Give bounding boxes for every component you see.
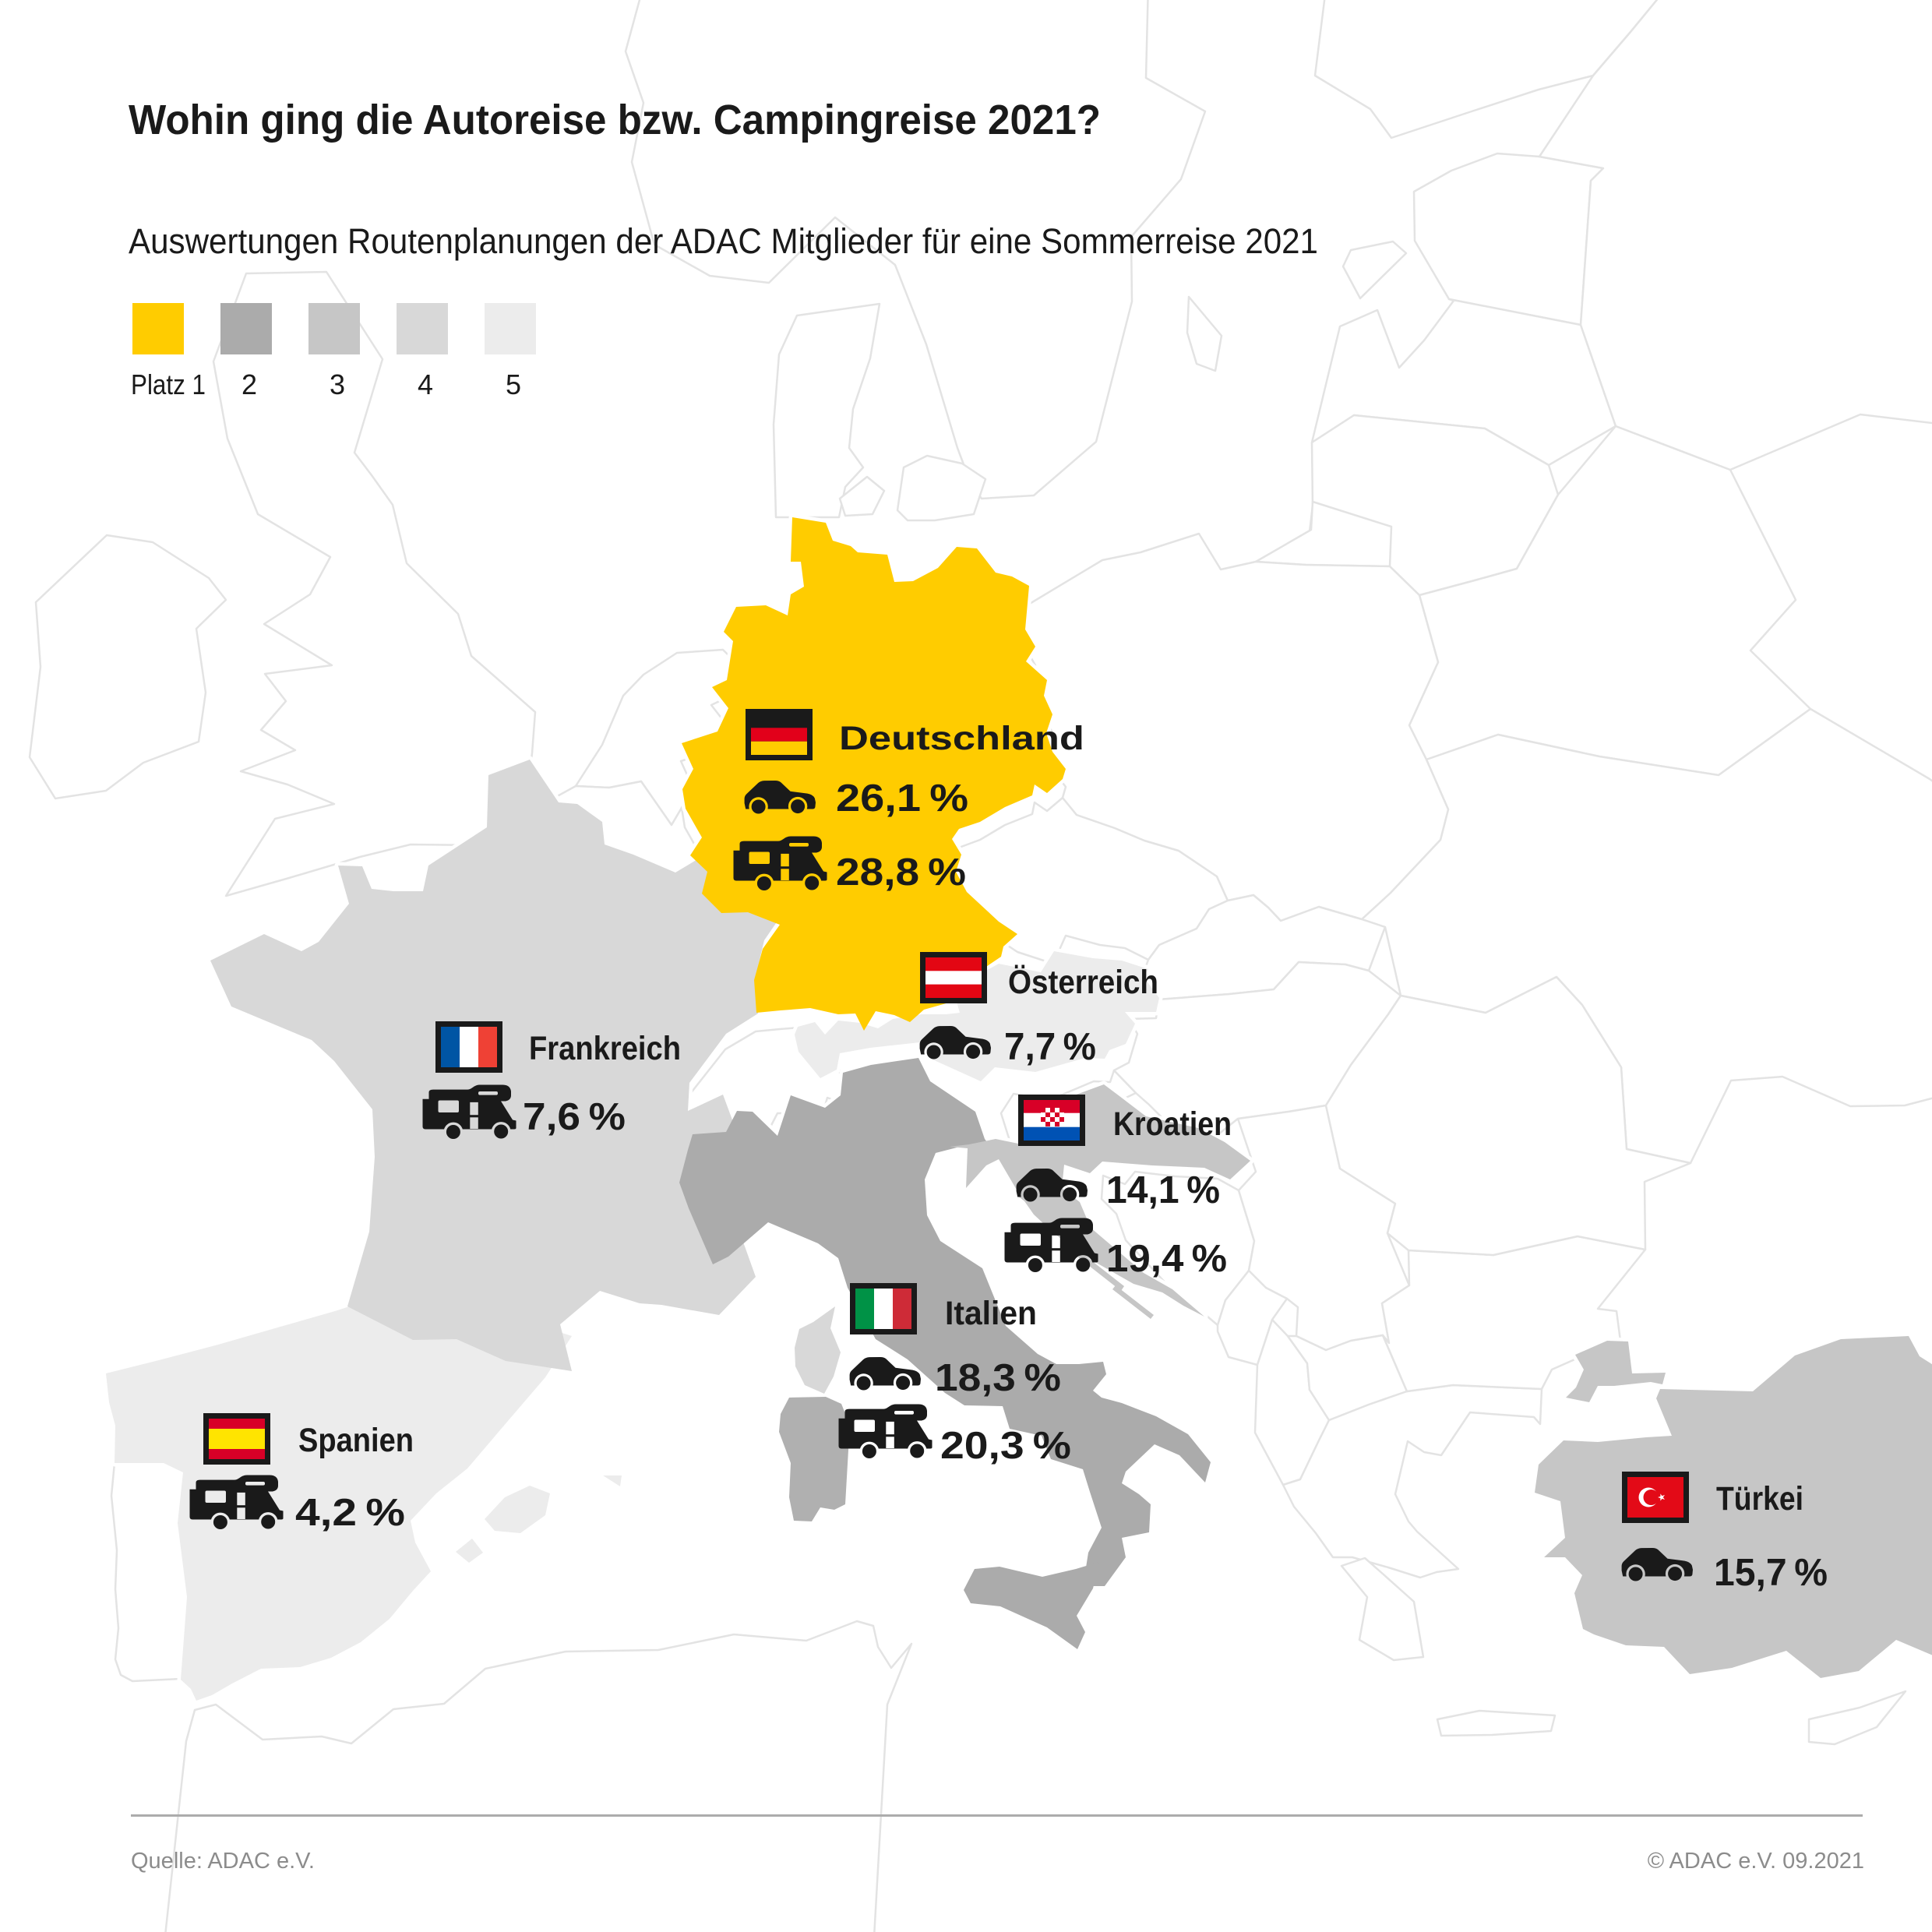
svg-text:19,4 %: 19,4 % — [1106, 1238, 1227, 1280]
svg-text:5: 5 — [506, 368, 521, 400]
svg-text:Deutschland: Deutschland — [839, 720, 1084, 757]
svg-text:28,8 %: 28,8 % — [836, 851, 966, 894]
svg-text:Frankreich: Frankreich — [529, 1030, 681, 1067]
svg-text:Italien: Italien — [945, 1295, 1037, 1332]
svg-text:26,1 %: 26,1 % — [836, 777, 968, 820]
svg-text:Spanien: Spanien — [298, 1422, 414, 1459]
svg-text:© ADAC e.V. 09.2021: © ADAC e.V. 09.2021 — [1648, 1849, 1864, 1874]
svg-text:Quelle: ADAC e.V.: Quelle: ADAC e.V. — [131, 1849, 315, 1874]
svg-text:7,6 %: 7,6 % — [523, 1096, 626, 1138]
svg-text:Kroatien: Kroatien — [1113, 1105, 1232, 1143]
svg-text:14,1 %: 14,1 % — [1106, 1169, 1220, 1211]
svg-text:2: 2 — [242, 368, 257, 400]
svg-text:Türkei: Türkei — [1716, 1480, 1803, 1518]
svg-text:18,3 %: 18,3 % — [935, 1357, 1061, 1399]
svg-text:Platz 1: Platz 1 — [131, 368, 206, 400]
svg-text:3: 3 — [330, 368, 345, 400]
svg-text:4: 4 — [418, 368, 433, 400]
svg-text:Auswertungen Routenplanungen d: Auswertungen Routenplanungen der ADAC Mi… — [129, 221, 1318, 261]
svg-text:20,3 %: 20,3 % — [940, 1425, 1071, 1467]
svg-text:Wohin ging die Autoreise bzw.: Wohin ging die Autoreise bzw. Campingrei… — [129, 97, 1101, 143]
svg-text:7,7 %: 7,7 % — [1004, 1026, 1096, 1068]
svg-text:4,2 %: 4,2 % — [295, 1492, 405, 1534]
svg-text:15,7 %: 15,7 % — [1714, 1552, 1828, 1594]
svg-text:Österreich: Österreich — [1008, 964, 1158, 1001]
